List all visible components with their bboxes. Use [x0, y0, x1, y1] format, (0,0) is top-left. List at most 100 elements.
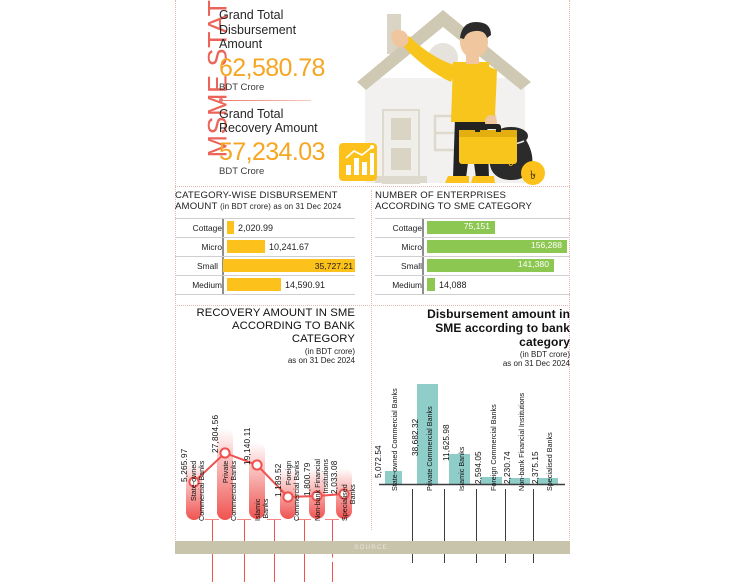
chart-title-line1: NUMBER OF ENTERPRISES: [375, 190, 507, 201]
axis-label: State-owned Commercial Banks: [390, 388, 399, 491]
chart-subtitle-line1: (in BDT crore): [304, 347, 355, 356]
bar: [537, 477, 558, 484]
source-footer: SOURCE: BANGLADESH BANK: [175, 541, 570, 564]
bar-track: 156,288: [427, 238, 570, 256]
chart-subtitle: (in BDT crore) as on 31 Dec 2024: [375, 350, 570, 369]
chart-disbursement-by-bank-category: Disbursement amount in SME according to …: [374, 307, 570, 563]
stat-value: 57,234.03: [219, 137, 325, 166]
chart-title-line2: ACCORDING TO SME CATEGORY: [375, 201, 533, 213]
chart-title: Disbursement amount in SME according to …: [375, 307, 570, 349]
infographic-page: MSME STATISTICS Grand Total Disbursement…: [175, 0, 570, 582]
bar-track: 75,151: [427, 219, 570, 237]
bar-track: 141,380: [427, 257, 570, 275]
frame-divider-left: [175, 0, 176, 540]
chart-category-wise-disbursement: CATEGORY-WISE DISBURSEMENT AMOUNT (in BD…: [175, 190, 355, 305]
row-label: Micro: [201, 241, 222, 252]
data-label: 5,072.54: [374, 445, 383, 478]
bar-value: 156,288: [530, 240, 562, 251]
bar-value: 35,727.21: [314, 260, 353, 271]
frame-divider-right: [569, 0, 570, 540]
chart-recovery-by-bank-category: RECOVERY AMOUNT IN SME ACCORDING TO BANK…: [175, 307, 357, 582]
chart-subtitle-line2: as on 31 Dec 2024: [287, 356, 355, 366]
bar-track: 35,727.21: [223, 257, 355, 275]
chart-subtitle: (in BDT crore) as on 31 Dec 2024: [220, 202, 342, 212]
person-figure: [391, 22, 517, 183]
header: MSME STATISTICS Grand Total Disbursement…: [175, 0, 570, 186]
stat-unit: BDT Crore: [219, 165, 265, 177]
data-label: 2,033.08: [330, 460, 339, 494]
axis-separator: [505, 488, 506, 563]
table-row: Cottage 2,020.99: [175, 217, 355, 237]
chart-title-line1: RECOVERY AMOUNT IN SME: [196, 307, 355, 319]
table-row: Medium 14,088: [375, 274, 570, 295]
frame-divider-middle-column: [371, 190, 372, 530]
stat-value: 62,580.78: [219, 53, 325, 82]
chart-title: CATEGORY-WISE DISBURSEMENT AMOUNT (in BD…: [175, 190, 355, 213]
bar: [227, 221, 234, 235]
chart-title-line2: AMOUNT: [175, 201, 218, 213]
bar-value: 2,020.99: [238, 222, 274, 233]
data-point: [311, 490, 323, 502]
bar-value: 10,241.67: [269, 241, 310, 252]
row-label: Cottage: [192, 222, 222, 233]
stat-label: Grand Total Disbursement Amount: [219, 8, 297, 51]
data-point: [251, 459, 263, 471]
source-name: BANGLADESH BANK: [331, 557, 414, 564]
middle-band: CATEGORY-WISE DISBURSEMENT AMOUNT (in BD…: [175, 190, 570, 305]
axis-separator: [412, 488, 413, 563]
chart-title-line2: SME according to bank: [435, 321, 570, 335]
bar-track: 2,020.99: [227, 219, 355, 237]
row-label: Cottage: [392, 222, 422, 233]
chart-title-line1: Disbursement amount in: [427, 307, 570, 321]
bottom-band: RECOVERY AMOUNT IN SME ACCORDING TO BANK…: [175, 307, 570, 582]
row-label: Micro: [401, 241, 422, 252]
table-row: Small 141,380: [375, 255, 570, 275]
axis-separator: [476, 488, 477, 563]
bar: [427, 278, 435, 292]
bar: [417, 383, 438, 484]
bar-track: 14,088: [427, 276, 570, 294]
axis-label: Specialised Banks: [545, 432, 554, 491]
data-label: 38,682.32: [411, 418, 420, 456]
frame-divider-mid-bottom: [175, 305, 570, 306]
data-point: [338, 488, 350, 500]
category-axis-labels: State-owned Commercial Banks Private Com…: [375, 388, 570, 579]
stat-block-disbursement: Grand Total Disbursement Amount 62,580.7…: [219, 8, 329, 93]
data-label: 2,594.05: [474, 451, 483, 484]
data-point: [188, 476, 200, 488]
bar-value: 14,590.91: [285, 279, 326, 290]
data-label: 5,265.97: [180, 448, 189, 482]
bar-chart-plot: 5,072.54 38,682.32 11,625.98 2,594.05 2,…: [374, 371, 570, 489]
table-row: Medium 14,590.91: [175, 274, 355, 295]
source-text: SOURCE: BANGLADESH BANK: [175, 541, 570, 567]
stat-label: Grand Total Recovery Amount: [219, 106, 318, 136]
bar-track: 14,590.91: [227, 276, 355, 294]
data-point: [219, 447, 231, 459]
row-label: Medium: [192, 279, 222, 290]
bar: [227, 240, 265, 254]
bar: 75,151: [427, 221, 495, 235]
axis-label: Private Commercial Banks: [221, 460, 239, 521]
table-row: Cottage 75,151: [375, 217, 570, 237]
bar: 156,288: [427, 240, 567, 254]
table-row: Micro 156,288: [375, 236, 570, 256]
axis-label: Non-bank Financial Institutions: [313, 458, 331, 521]
data-point: [282, 491, 294, 503]
chart-title-line3: category: [519, 335, 570, 349]
data-label: 2,230.74: [503, 451, 512, 484]
bar: [227, 278, 281, 292]
bar: [385, 470, 402, 484]
row-label: Small: [197, 260, 218, 271]
chart-number-of-enterprises: NUMBER OF ENTERPRISES ACCORDING TO SME C…: [375, 190, 570, 305]
stat-unit: BDT Crore: [219, 81, 265, 93]
frame-divider-header-bottom: [175, 186, 570, 187]
axis-label: Islamic Banks: [457, 446, 466, 491]
axis-label: Non-bank Financial Institutions: [517, 392, 526, 491]
data-label: 27,804.56: [211, 414, 220, 453]
bar: [481, 476, 502, 484]
bar: 141,380: [427, 259, 554, 273]
bar-track: 10,241.67: [227, 238, 355, 256]
table-row: Micro 10,241.67: [175, 236, 355, 256]
header-stats: Grand Total Disbursement Amount 62,580.7…: [219, 8, 329, 177]
bar: [449, 453, 470, 484]
